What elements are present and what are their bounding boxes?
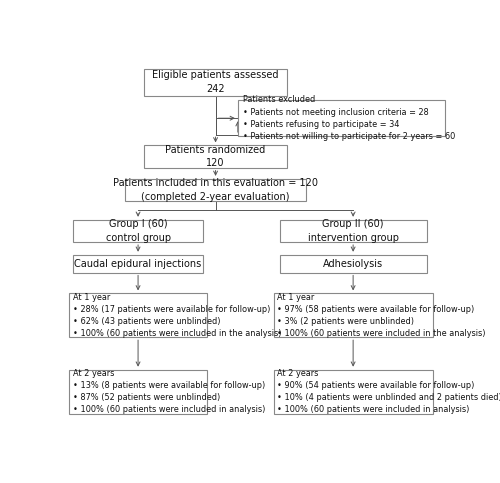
FancyBboxPatch shape	[144, 145, 287, 168]
FancyBboxPatch shape	[238, 100, 445, 136]
Text: Group II (60)
intervention group: Group II (60) intervention group	[308, 219, 398, 242]
FancyBboxPatch shape	[280, 220, 427, 242]
Text: At 2 years
• 90% (54 patients were available for follow-up)
• 10% (4 patients we: At 2 years • 90% (54 patients were avail…	[277, 369, 500, 414]
FancyBboxPatch shape	[280, 255, 427, 272]
Text: Group I (60)
control group: Group I (60) control group	[106, 219, 170, 242]
Text: Eligible patients assessed
242: Eligible patients assessed 242	[152, 71, 279, 94]
Text: Patients excluded
• Patients not meeting inclusion criteria = 28
• Patients refu: Patients excluded • Patients not meeting…	[243, 96, 455, 141]
Text: At 1 year
• 97% (58 patients were available for follow-up)
• 3% (2 patients were: At 1 year • 97% (58 patients were availa…	[277, 293, 486, 338]
Text: Adhesiolysis: Adhesiolysis	[323, 258, 383, 269]
Text: Patients randomized
120: Patients randomized 120	[166, 145, 266, 168]
Text: At 1 year
• 28% (17 patients were available for follow-up)
• 62% (43 patients we: At 1 year • 28% (17 patients were availa…	[73, 293, 282, 338]
Text: At 2 years
• 13% (8 patients were available for follow-up)
• 87% (52 patients we: At 2 years • 13% (8 patients were availa…	[73, 369, 265, 414]
FancyBboxPatch shape	[144, 69, 287, 96]
FancyBboxPatch shape	[73, 220, 203, 242]
FancyBboxPatch shape	[70, 369, 207, 413]
FancyBboxPatch shape	[274, 293, 432, 337]
FancyBboxPatch shape	[274, 369, 432, 413]
FancyBboxPatch shape	[73, 255, 203, 272]
FancyBboxPatch shape	[126, 179, 306, 201]
Text: Caudal epidural injections: Caudal epidural injections	[74, 258, 202, 269]
Text: Patients included in this evaluation = 120
(completed 2-year evaluation): Patients included in this evaluation = 1…	[113, 178, 318, 202]
FancyBboxPatch shape	[70, 293, 207, 337]
